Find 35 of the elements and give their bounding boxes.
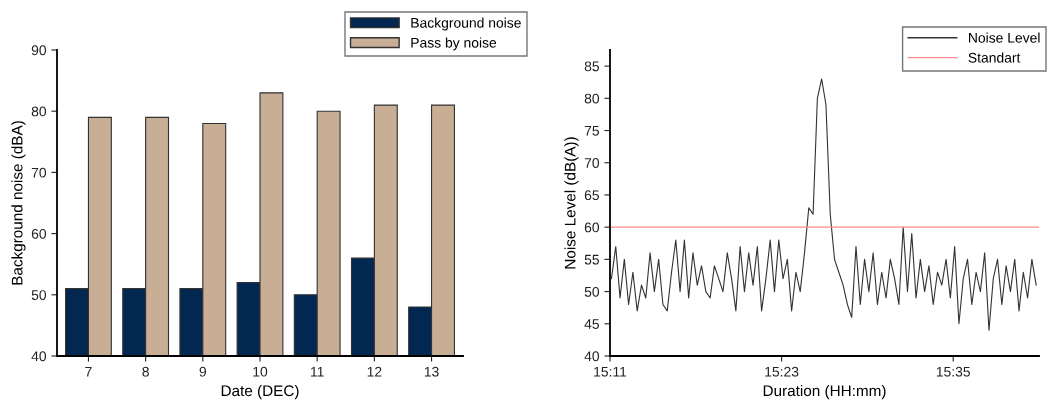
legend-label: Noise Level xyxy=(969,32,1040,43)
x-tick-label: 7 xyxy=(85,366,92,377)
x-tick-label: 15:11 xyxy=(594,366,627,377)
x-tick-label: 15:23 xyxy=(765,366,799,377)
y-tick-label: 60 xyxy=(584,222,600,233)
y-tick-label: 45 xyxy=(584,319,599,329)
x-tick-label: 10 xyxy=(253,366,268,377)
x-axis-title: Date (DEC) xyxy=(221,384,299,400)
x-tick-label: 15:35 xyxy=(936,366,970,377)
y-tick-label: 80 xyxy=(584,93,600,104)
y-tick-label: 70 xyxy=(31,167,47,178)
x-tick-label: 12 xyxy=(367,366,382,377)
x-tick-label: 8 xyxy=(142,366,149,377)
y-tick-label: 50 xyxy=(584,286,600,297)
y-tick-label: 75 xyxy=(584,126,599,136)
y-tick-label: 50 xyxy=(31,290,47,300)
y-tick-label: 65 xyxy=(584,190,599,201)
y-axis-title: Background noise (dBA) xyxy=(11,121,26,285)
x-tick-label: 11 xyxy=(311,366,324,377)
legend-label: Background noise xyxy=(411,17,521,31)
y-tick-label: 90 xyxy=(31,45,47,56)
x-tick-label: 9 xyxy=(199,366,207,377)
line-series xyxy=(610,78,1037,331)
y-axis-title: Noise Level (dB(A)) xyxy=(564,137,579,269)
y-tick-label: 55 xyxy=(584,254,599,265)
y-tick-label: 60 xyxy=(31,228,47,239)
y-tick-label: 70 xyxy=(584,158,600,168)
legend-label: Pass by noise xyxy=(411,37,497,51)
y-tick-label: 85 xyxy=(584,61,599,72)
legend-label: Standart xyxy=(968,52,1021,63)
y-tick-label: 40 xyxy=(584,351,600,362)
x-axis-title: Duration (HH:mm) xyxy=(763,384,886,400)
y-tick-label: 80 xyxy=(31,106,47,117)
x-tick-label: 13 xyxy=(424,366,439,377)
y-tick-label: 40 xyxy=(31,351,47,362)
